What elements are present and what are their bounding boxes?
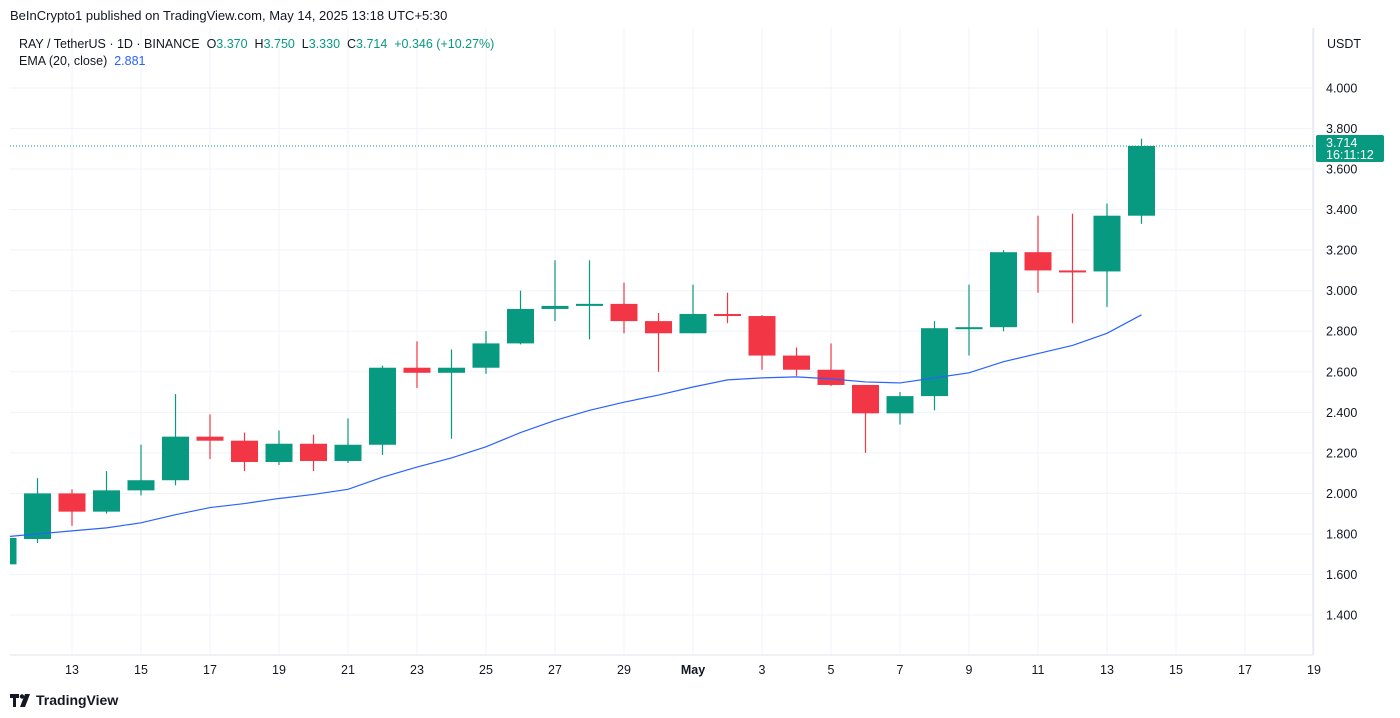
- y-tick-label: 2.200: [1326, 446, 1357, 460]
- candle-body[interactable]: [369, 367, 396, 445]
- x-tick-label: 27: [548, 663, 562, 677]
- symbol-line: RAY / TetherUS · 1D · BINANCE O3.370 H3.…: [19, 36, 494, 53]
- candle-body[interactable]: [576, 303, 603, 306]
- candle-body[interactable]: [645, 321, 672, 334]
- x-tick-label: 23: [410, 663, 424, 677]
- low-label: L: [301, 37, 309, 51]
- candle-body[interactable]: [196, 436, 224, 441]
- candle-body[interactable]: [0, 537, 17, 565]
- candles-group: [0, 138, 1155, 565]
- candle-body[interactable]: [955, 327, 983, 330]
- x-tick-label: 19: [1307, 663, 1321, 677]
- chart-legend: RAY / TetherUS · 1D · BINANCE O3.370 H3.…: [19, 36, 494, 70]
- candle-body[interactable]: [1093, 215, 1121, 272]
- low-value: 3.330: [308, 37, 341, 51]
- y-tick-label: 2.400: [1326, 406, 1357, 420]
- y-tick-label: 3.400: [1326, 203, 1357, 217]
- candle-body[interactable]: [334, 444, 362, 461]
- tradingview-logo: TradingView: [10, 692, 118, 708]
- candle-body[interactable]: [1059, 270, 1086, 273]
- y-tick-label: 3.000: [1326, 284, 1357, 298]
- ema-line-legend: EMA (20, close) 2.881: [19, 53, 494, 70]
- candle-body[interactable]: [472, 343, 500, 368]
- candle-body[interactable]: [93, 490, 120, 512]
- close-value: 3.714: [356, 37, 388, 51]
- y-tick-label: 4.000: [1326, 82, 1357, 96]
- x-tick-label: 5: [828, 663, 835, 677]
- y-tick-label: 3.800: [1326, 122, 1357, 136]
- candle-body[interactable]: [679, 314, 707, 334]
- candle-body[interactable]: [610, 303, 638, 322]
- candle-body[interactable]: [1128, 145, 1155, 216]
- ema-label[interactable]: EMA (20, close): [19, 54, 108, 68]
- symbol-title[interactable]: RAY / TetherUS · 1D · BINANCE: [19, 37, 200, 51]
- currency-unit-button[interactable]: USDT: [1327, 37, 1362, 51]
- high-value: 3.750: [263, 37, 295, 51]
- tradingview-logo-icon: [10, 693, 30, 707]
- countdown-label: 16:11:12: [1326, 148, 1374, 162]
- candle-body[interactable]: [1024, 252, 1052, 271]
- candle-body[interactable]: [921, 328, 948, 397]
- candle-body[interactable]: [541, 305, 569, 309]
- published-caption: BeInCrypto1 published on TradingView.com…: [10, 8, 448, 23]
- x-tick-label: 11: [1032, 663, 1045, 677]
- candle-body[interactable]: [852, 384, 879, 414]
- high-label: H: [254, 37, 264, 51]
- ema-line: [10, 314, 1142, 537]
- open-value: 3.370: [216, 37, 248, 51]
- x-tick-label: 17: [203, 663, 217, 677]
- candle-body[interactable]: [507, 308, 534, 344]
- candle-body[interactable]: [58, 493, 86, 512]
- candle-body[interactable]: [438, 367, 465, 373]
- x-tick-label: 17: [1238, 663, 1252, 677]
- y-tick-label: 3.200: [1326, 244, 1357, 258]
- candle-body[interactable]: [24, 493, 51, 540]
- open-label: O: [206, 37, 217, 51]
- candle-body[interactable]: [783, 355, 810, 370]
- x-tick-label: 29: [617, 663, 631, 677]
- candle-body[interactable]: [817, 369, 845, 385]
- close-label: C: [346, 37, 357, 51]
- x-tick-label: 15: [134, 663, 148, 677]
- candle-body[interactable]: [748, 316, 776, 356]
- x-tick-label: 13: [65, 663, 79, 677]
- current-price-label: 3.714: [1326, 136, 1357, 150]
- y-tick-label: 3.600: [1326, 163, 1357, 177]
- x-tick-label: 13: [1100, 663, 1114, 677]
- x-tick-label: 9: [966, 663, 973, 677]
- x-tick-label: 7: [897, 663, 904, 677]
- candle-body[interactable]: [265, 443, 293, 462]
- x-tick-label: 21: [341, 663, 355, 677]
- candle-body[interactable]: [403, 367, 431, 373]
- x-tick-label: 25: [479, 663, 493, 677]
- y-tick-label: 2.000: [1326, 487, 1357, 501]
- x-tick-label: 15: [1169, 663, 1183, 677]
- change-value: +0.346 (+10.27%): [394, 37, 495, 51]
- candle-body[interactable]: [886, 396, 914, 414]
- y-tick-label: 1.400: [1326, 609, 1357, 623]
- candle-body[interactable]: [231, 440, 258, 462]
- candle-body[interactable]: [300, 443, 327, 461]
- x-tick-label: 19: [272, 663, 286, 677]
- candle-body[interactable]: [127, 480, 155, 491]
- candle-body[interactable]: [990, 252, 1017, 328]
- current-price-badge: [1316, 134, 1384, 162]
- candle-body[interactable]: [714, 314, 741, 317]
- x-tick-label: May: [681, 663, 705, 677]
- x-tick-label: 3: [759, 663, 766, 677]
- footer-brand: TradingView: [36, 692, 119, 708]
- y-tick-label: 2.600: [1326, 365, 1357, 379]
- ema-value: 2.881: [114, 54, 146, 68]
- y-tick-label: 1.800: [1326, 527, 1357, 541]
- y-tick-label: 1.600: [1326, 568, 1357, 582]
- y-tick-label: 2.800: [1326, 325, 1357, 339]
- candle-body[interactable]: [162, 436, 189, 481]
